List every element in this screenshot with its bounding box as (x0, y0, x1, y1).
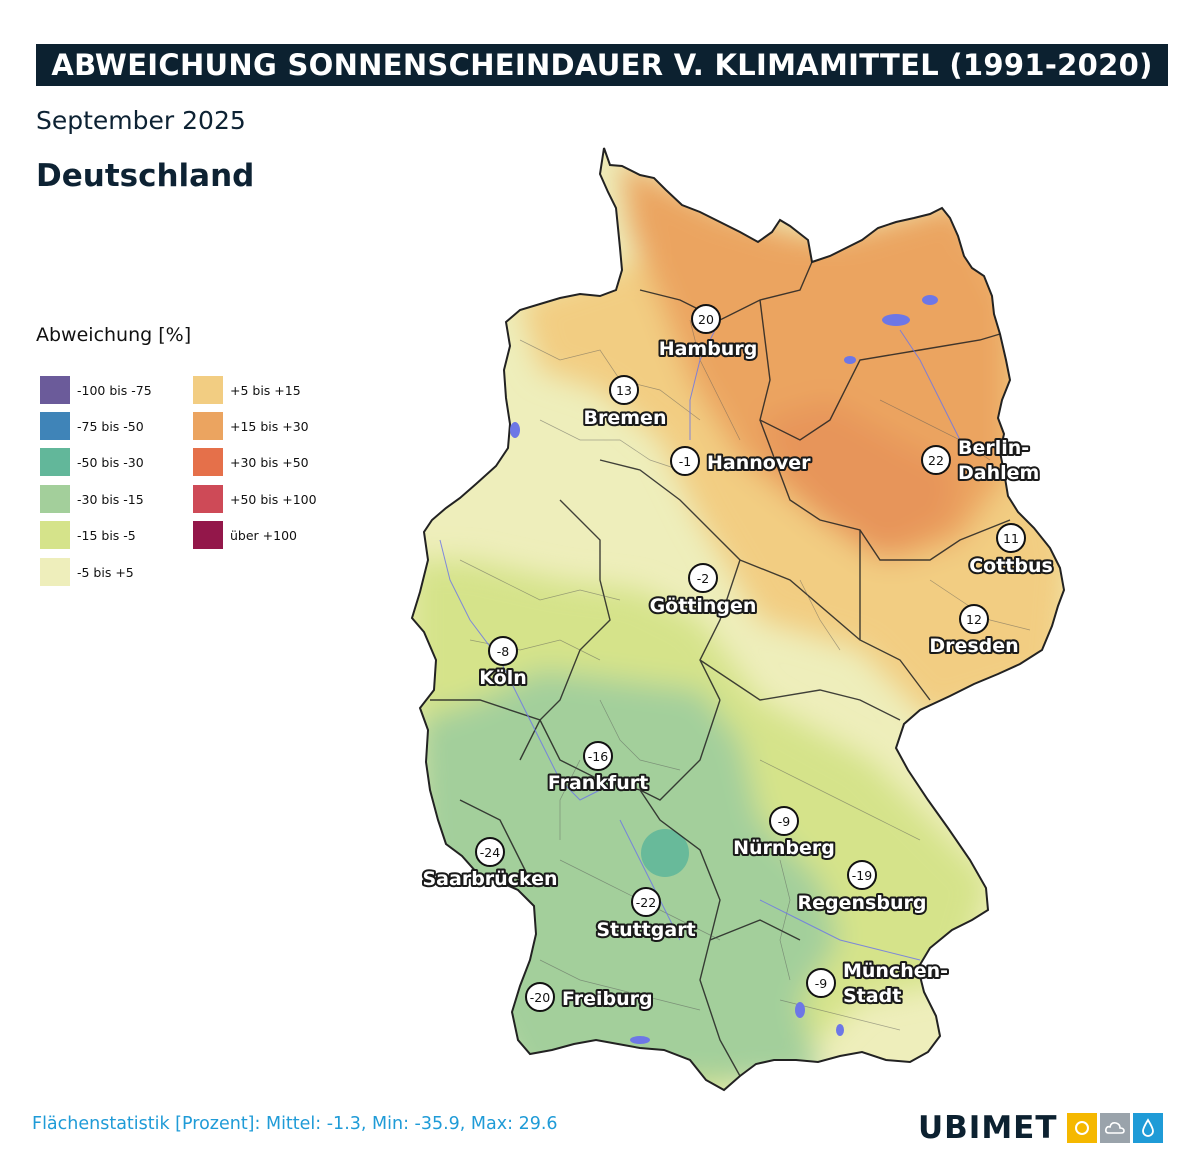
map-title: ABWEICHUNG SONNENSCHEINDAUER V. KLIMAMIT… (36, 44, 1168, 86)
legend-swatch (40, 558, 70, 586)
city-label: München- (843, 960, 948, 982)
city-label: Bremen (584, 407, 667, 429)
legend-swatch (40, 376, 70, 404)
city-label: Berlin- (958, 437, 1029, 459)
legend-label: -5 bis +5 (77, 564, 134, 580)
state-borders (430, 261, 1011, 1077)
legend-item: -100 bis -75 (40, 376, 152, 404)
city-label: Dresden (929, 635, 1018, 657)
city-marker-goettingen: -2 Göttingen (648, 563, 758, 619)
legend-item: -5 bis +5 (40, 558, 134, 586)
legend-swatch (193, 412, 223, 440)
country-outline (410, 147, 1066, 1092)
city-label: Cottbus (969, 555, 1053, 577)
legend-label: -75 bis -50 (77, 418, 144, 434)
city-marker-hannover: -1 Hannover (670, 446, 813, 476)
city-label: Freiburg (562, 988, 653, 1010)
period-subtitle: September 2025 (36, 106, 246, 135)
city-label: Hannover (707, 452, 811, 474)
city-marker-freiburg: -20 Freiburg (525, 982, 655, 1012)
city-value: 13 (616, 383, 632, 398)
legend-label: über +100 (230, 527, 297, 543)
lakes (510, 295, 938, 1044)
legend-item: -50 bis -30 (40, 448, 144, 476)
legend-label: +5 bis +15 (230, 382, 301, 398)
sun-icon (1066, 1113, 1097, 1143)
legend-swatch (193, 521, 223, 549)
city-marker-regensburg: -19 Regensburg (796, 860, 928, 916)
city-value: 11 (1003, 531, 1019, 546)
legend-item: -15 bis -5 (40, 521, 136, 549)
legend-swatch (193, 485, 223, 513)
legend-swatch (193, 448, 223, 476)
city-value: -2 (697, 571, 709, 586)
germany-map: 20 Hamburg 13 Bremen -1 Hannover 22 Berl… (410, 147, 1066, 1092)
legend-item: -75 bis -50 (40, 412, 144, 440)
city-marker-cottbus: 11 Cottbus (967, 523, 1055, 579)
city-value: -20 (530, 990, 550, 1005)
city-marker-bremen: 13 Bremen (582, 375, 668, 431)
legend-label: +30 bis +50 (230, 454, 309, 470)
logo-text: UBIMET (918, 1110, 1058, 1146)
city-label: Nürnberg (733, 837, 835, 859)
city-label: Saarbrücken (423, 868, 558, 890)
legend-item: +15 bis +30 (193, 412, 309, 440)
city-marker-frankfurt: -16 Frankfurt (546, 741, 650, 796)
raindrop-icon (1132, 1113, 1163, 1143)
city-label: Köln (479, 667, 526, 689)
city-value: -9 (778, 814, 791, 829)
city-value: -19 (852, 868, 872, 883)
legend-item: -30 bis -15 (40, 485, 144, 513)
city-marker-stuttgart: -22 Stuttgart (594, 887, 698, 943)
region-title: Deutschland (36, 158, 255, 194)
city-value: 20 (698, 312, 714, 327)
city-value: -1 (679, 454, 691, 469)
legend-item: über +100 (193, 521, 297, 549)
legend-label: -100 bis -75 (77, 382, 152, 398)
city-label: Stuttgart (596, 919, 695, 941)
city-label-line2: Dahlem (958, 462, 1039, 484)
legend-swatch (40, 448, 70, 476)
city-label-line2: Stadt (843, 985, 901, 1007)
city-marker-berlin-dahlem: 22 Berlin- Dahlem (921, 435, 1041, 486)
area-statistics: Flächenstatistik [Prozent]: Mittel: -1.3… (32, 1114, 558, 1134)
legend-label: -30 bis -15 (77, 491, 144, 507)
legend-item: +50 bis +100 (193, 485, 317, 513)
city-label: Hamburg (659, 338, 758, 360)
legend-item: +5 bis +15 (193, 376, 301, 404)
city-label: Göttingen (650, 595, 757, 617)
city-label: Regensburg (798, 892, 927, 914)
legend-swatch (193, 376, 223, 404)
city-marker-dresden: 12 Dresden (927, 604, 1021, 659)
legend-swatch (40, 412, 70, 440)
rivers (439, 319, 961, 961)
city-marker-muenchen-stadt: -9 München- Stadt (806, 958, 950, 1009)
legend-label: +15 bis +30 (230, 418, 309, 434)
city-value: -22 (636, 895, 656, 910)
city-value: -8 (497, 644, 510, 659)
city-value: 12 (966, 612, 982, 627)
legend-label: -50 bis -30 (77, 454, 144, 470)
city-marker-koeln: -8 Köln (477, 636, 529, 691)
legend-title: Abweichung [%] (36, 324, 192, 346)
city-value: -16 (588, 749, 608, 764)
city-label: Frankfurt (548, 772, 648, 794)
ubimet-logo: UBIMET (918, 1110, 1163, 1146)
cloud-icon (1099, 1113, 1130, 1143)
city-value: -9 (815, 976, 828, 991)
legend: -100 bis -75 -75 bis -50 -50 bis -30 -30… (40, 376, 360, 596)
legend-item: +30 bis +50 (193, 448, 309, 476)
legend-label: -15 bis -5 (77, 527, 136, 543)
city-marker-hamburg: 20 Hamburg (657, 304, 759, 362)
city-value: -24 (480, 845, 500, 860)
legend-swatch (40, 485, 70, 513)
legend-swatch (40, 521, 70, 549)
city-marker-saarbruecken: -24 Saarbrücken (421, 837, 560, 892)
city-marker-nuernberg: -9 Nürnberg (731, 806, 837, 861)
legend-label: +50 bis +100 (230, 491, 317, 507)
city-value: 22 (928, 453, 944, 468)
